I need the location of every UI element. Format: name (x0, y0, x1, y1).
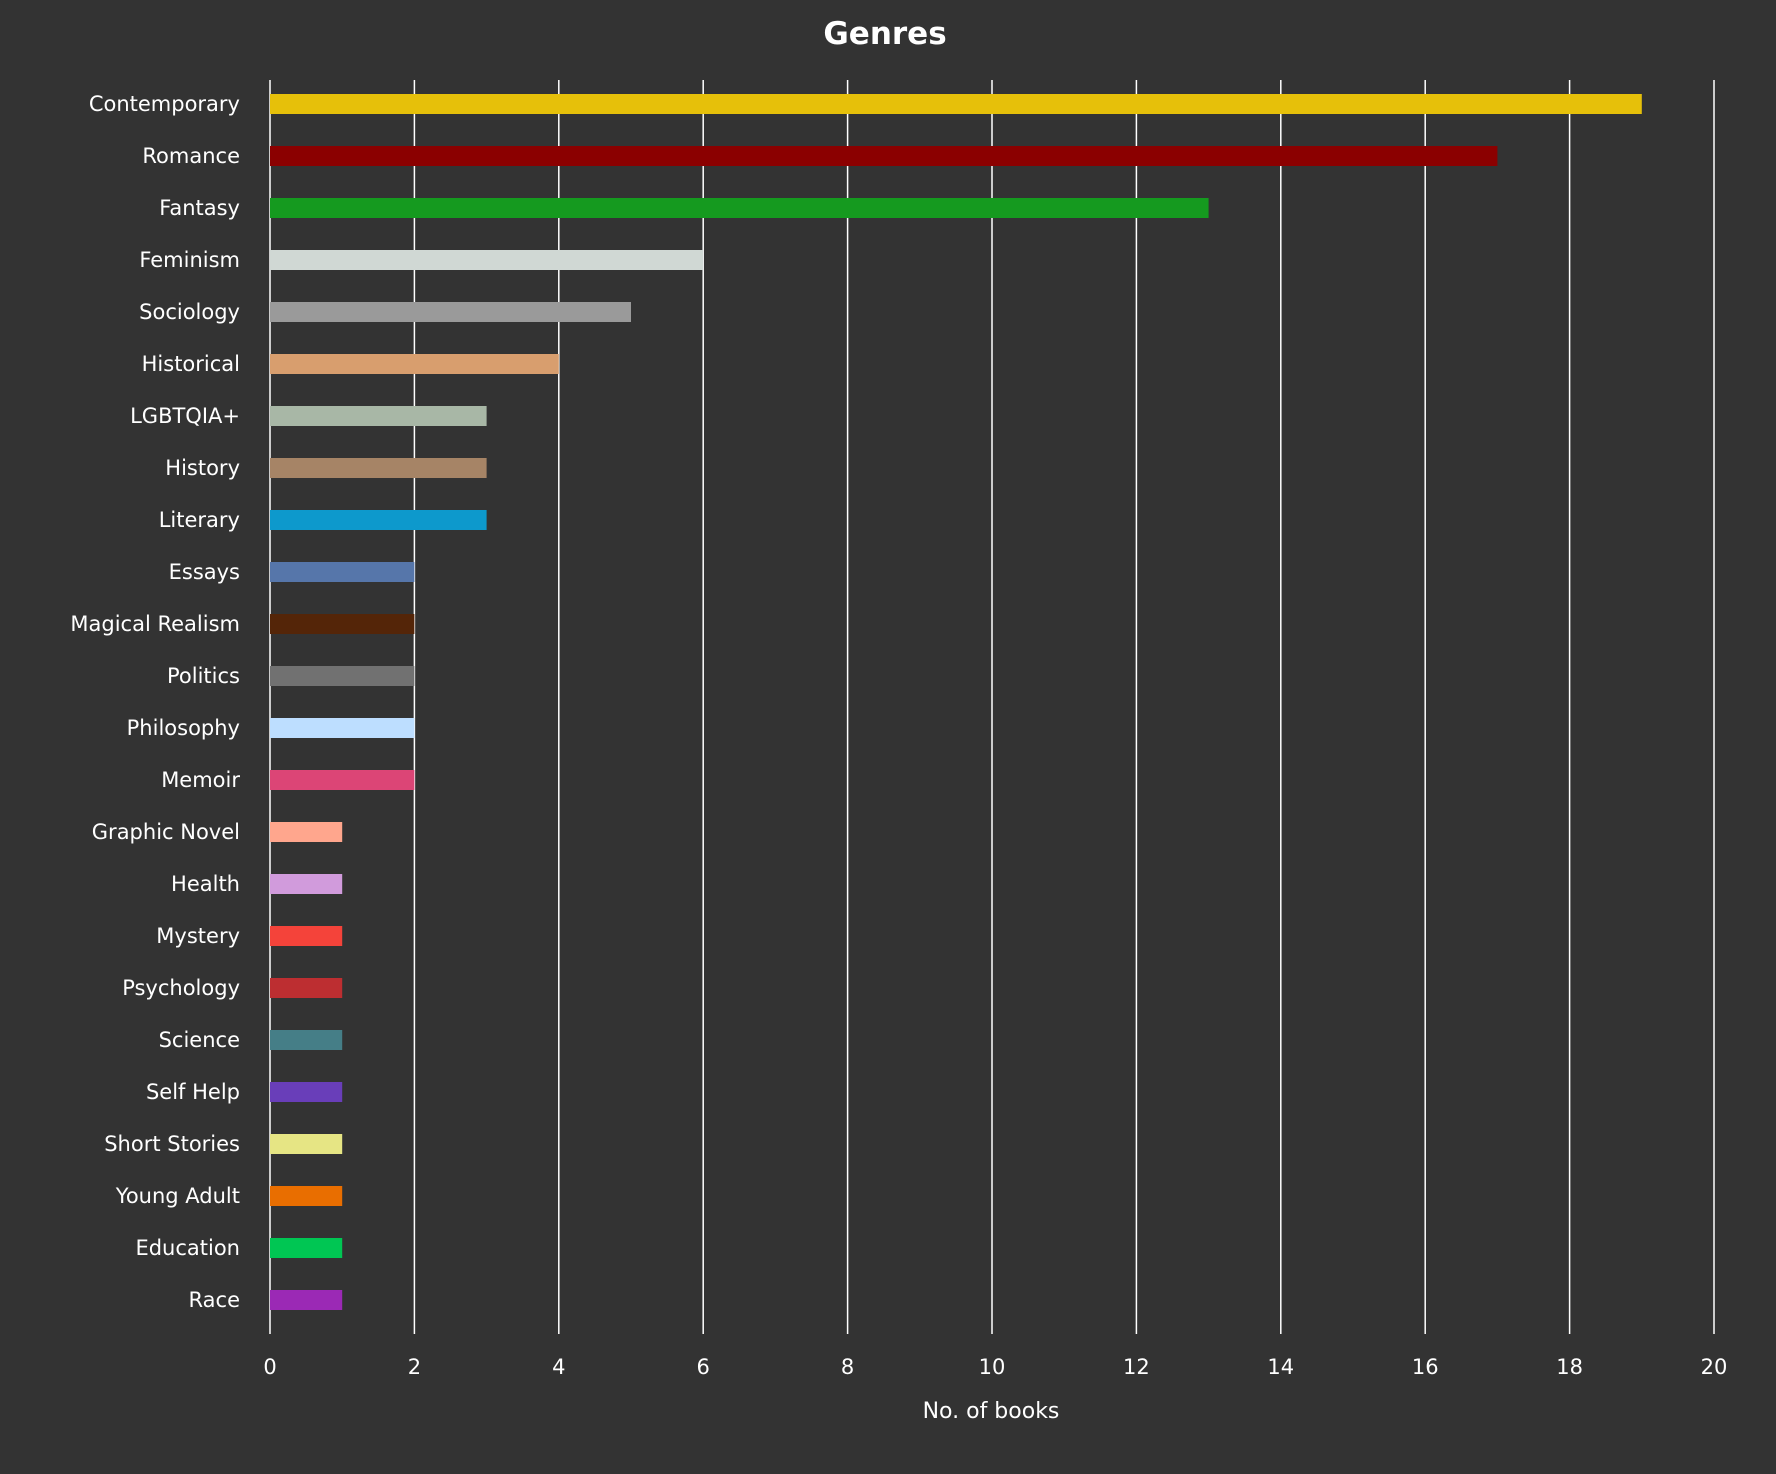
x-tick-label: 14 (1267, 1355, 1294, 1379)
bar-magical-realism (270, 614, 415, 634)
x-tick-label: 8 (841, 1355, 854, 1379)
bar-politics (270, 666, 415, 686)
category-label: Essays (169, 560, 240, 584)
x-axis-title: No. of books (923, 1399, 1060, 1424)
bar-history (270, 458, 487, 478)
bar-graphic-novel (270, 822, 343, 842)
category-label: Politics (167, 664, 240, 688)
category-label: Education (135, 1236, 240, 1260)
bar-feminism (270, 250, 704, 270)
x-tick-label: 2 (408, 1355, 421, 1379)
bar-psychology (270, 978, 343, 998)
category-label: Romance (142, 144, 240, 168)
bar-education (270, 1238, 343, 1258)
category-label: Magical Realism (70, 612, 240, 636)
x-tick-label: 4 (552, 1355, 565, 1379)
x-tick-label: 16 (1412, 1355, 1439, 1379)
bar-historical (270, 354, 559, 374)
bar-fantasy (270, 198, 1209, 218)
category-label: Mystery (156, 924, 240, 948)
x-tick-label: 0 (263, 1355, 276, 1379)
bar-essays (270, 562, 415, 582)
bar-young-adult (270, 1186, 343, 1206)
category-label: Memoir (161, 768, 240, 792)
category-label: Self Help (146, 1080, 240, 1104)
bar-lgbtqia- (270, 406, 487, 426)
category-label: Young Adult (115, 1184, 240, 1208)
category-label: Historical (142, 352, 240, 376)
category-label: Graphic Novel (92, 820, 240, 844)
x-tick-label: 12 (1123, 1355, 1150, 1379)
bars (270, 94, 1642, 1310)
bar-self-help (270, 1082, 343, 1102)
grid-lines (269, 80, 1715, 1334)
x-tick-label: 18 (1556, 1355, 1583, 1379)
category-label: Psychology (122, 976, 240, 1000)
bar-romance (270, 146, 1498, 166)
x-tick-label: 10 (979, 1355, 1006, 1379)
bar-philosophy (270, 718, 415, 738)
category-label: Contemporary (89, 92, 240, 116)
category-label: Fantasy (159, 196, 240, 220)
x-tick-label: 20 (1701, 1355, 1728, 1379)
x-tick-label: 6 (697, 1355, 710, 1379)
category-label: Science (159, 1028, 240, 1052)
bar-literary (270, 510, 487, 530)
x-tick-labels: 0 2 4 6 8 10 12 14 16 18 20 (263, 1355, 1727, 1379)
chart-title: Genres (823, 16, 946, 52)
category-label: Short Stories (104, 1132, 240, 1156)
category-labels: Contemporary Romance Fantasy Feminism Sociol… (70, 92, 240, 1312)
bar-short-stories (270, 1134, 343, 1154)
category-label: History (165, 456, 240, 480)
category-label: Race (189, 1288, 240, 1312)
bar-sociology (270, 302, 631, 322)
category-label: Literary (159, 508, 240, 532)
category-label: Philosophy (127, 716, 240, 740)
bar-memoir (270, 770, 415, 790)
bar-contemporary (270, 94, 1642, 114)
bar-science (270, 1030, 343, 1050)
category-label: Feminism (139, 248, 240, 272)
bar-race (270, 1290, 343, 1310)
category-label: LGBTQIA+ (130, 404, 240, 428)
category-label: Sociology (139, 300, 240, 324)
bar-health (270, 874, 343, 894)
category-label: Health (171, 872, 240, 896)
bar-mystery (270, 926, 343, 946)
